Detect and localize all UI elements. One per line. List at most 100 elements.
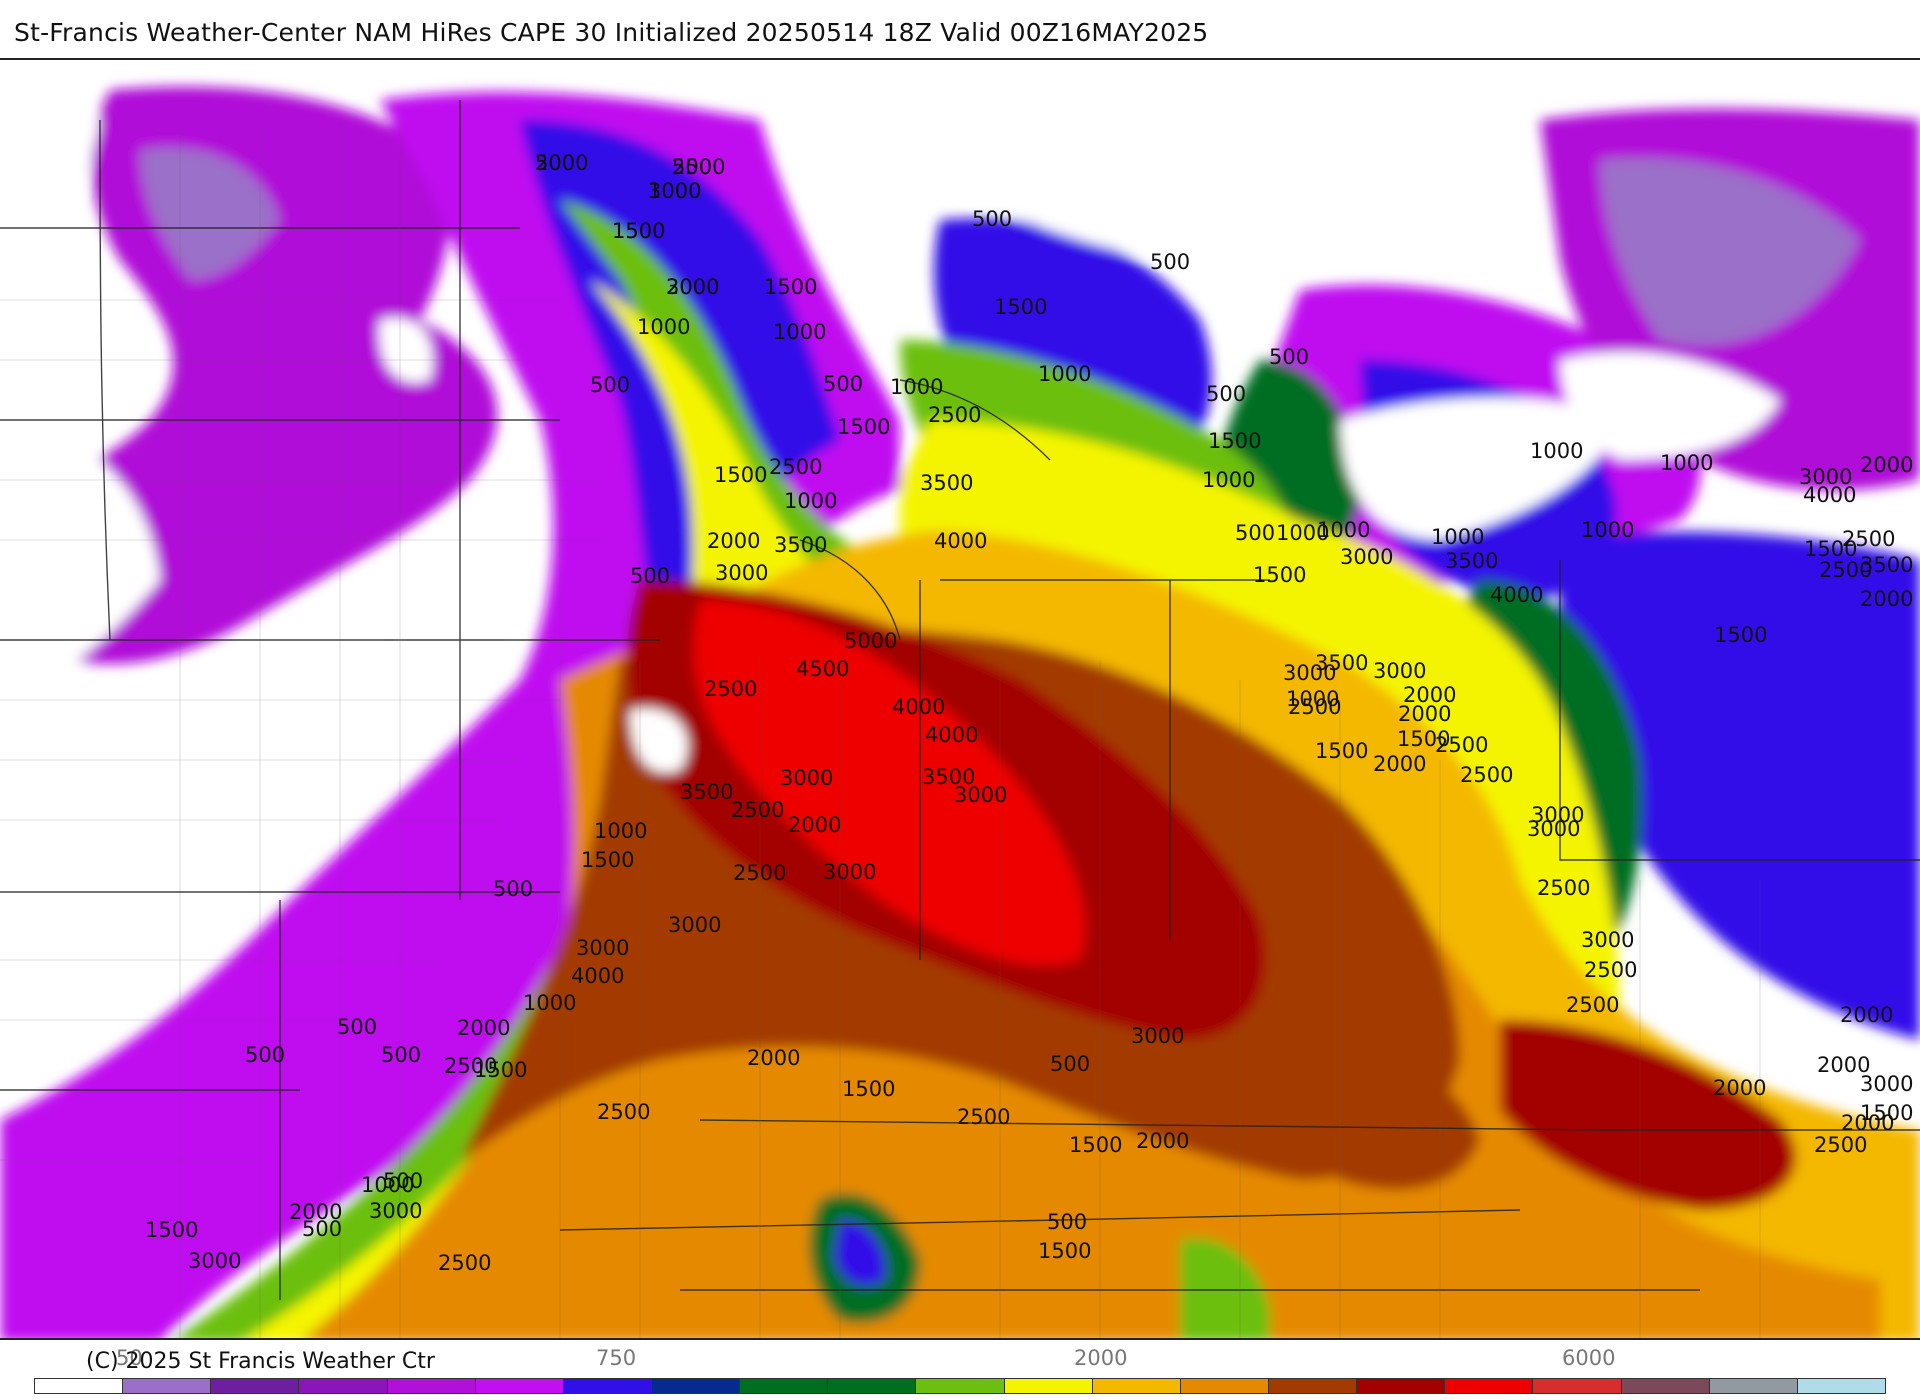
contour-label: 2000 <box>535 151 588 175</box>
contour-label: 2500 <box>672 155 725 179</box>
contour-label: 1000 <box>594 819 647 843</box>
contour-label: 2500 <box>733 861 786 885</box>
contour-label: 3500 <box>1445 549 1498 573</box>
colorbar-segment <box>1445 1379 1534 1393</box>
colorbar-segment <box>1533 1379 1622 1393</box>
contour-label: 3500 <box>1315 651 1368 675</box>
contour-label: 500 <box>1050 1052 1090 1076</box>
contour-label: 1000 <box>1581 518 1634 542</box>
cape-map: 500 500 1000 1500 2000 1500 1000 1000 500 500 1000… <box>0 58 1920 1340</box>
contour-label: 4000 <box>571 964 624 988</box>
contour-label: 3000 <box>668 913 721 937</box>
contour-label: 1000 <box>1431 525 1484 549</box>
county-grid <box>0 120 1761 1338</box>
contour-label: 500 <box>972 207 1012 231</box>
colorbar-tick-label: 50 <box>116 1346 143 1370</box>
contour-label: 3000 <box>780 766 833 790</box>
contour-label: 1500 <box>994 295 1047 319</box>
contour-label: 2500 <box>731 798 784 822</box>
contour-label: 4000 <box>925 723 978 747</box>
contour-label: 3000 <box>1581 928 1634 952</box>
contour-label: 500 <box>245 1043 285 1067</box>
contour-label: 3500 <box>922 765 975 789</box>
contour-label: 3000 <box>1131 1024 1184 1048</box>
contour-label: 1000 <box>1276 521 1329 545</box>
contour-label: 2000 <box>1841 1111 1894 1135</box>
colorbar-segment <box>1268 1379 1358 1393</box>
contour-label: 500 <box>672 155 712 179</box>
contour-label: 4000 <box>1490 583 1543 607</box>
contour-label: 1500 <box>1069 1133 1122 1157</box>
contour-label: 2500 <box>1460 763 1513 787</box>
contour-label: 1500 <box>581 848 634 872</box>
colorbar-segment <box>563 1379 652 1393</box>
contour-label: 500 <box>381 1043 421 1067</box>
colorbar-segment <box>1709 1379 1798 1393</box>
contour-label: 3500 <box>680 780 733 804</box>
contour-label: 2000 <box>1136 1129 1189 1153</box>
contour-label: 2000 <box>1817 1053 1870 1077</box>
contour-label: 2500 <box>928 403 981 427</box>
contour-label: 3000 <box>648 179 701 203</box>
contour-label: 4500 <box>796 657 849 681</box>
contour-label: 2000 <box>1860 453 1913 477</box>
contour-label: 3500 <box>774 533 827 557</box>
colorbar-segment <box>740 1379 829 1393</box>
contour-label: 1000 <box>637 315 690 339</box>
cape-colorbar <box>34 1378 1886 1394</box>
colorbar-segment <box>123 1379 212 1393</box>
contour-label: 1500 <box>612 219 665 243</box>
contour-label: 1500 <box>1315 739 1368 763</box>
contour-label: 1500 <box>764 275 817 299</box>
colorbar-segment <box>651 1379 741 1393</box>
contour-label: 500 <box>1047 1210 1087 1234</box>
contour-label: 1500 <box>1714 623 1767 647</box>
contour-label: 1500 <box>1038 1239 1091 1263</box>
contour-label: 2500 <box>704 677 757 701</box>
map-title: St-Francis Weather-Center NAM HiRes CAPE… <box>14 18 1209 47</box>
contour-label: 3500 <box>920 471 973 495</box>
contour-label: 2500 <box>1566 993 1619 1017</box>
contour-label: 2000 <box>788 813 841 837</box>
contour-label: 500 <box>383 1169 423 1193</box>
contour-label: 3000 <box>1527 817 1580 841</box>
contour-label: 3000 <box>666 275 719 299</box>
contour-label: 3000 <box>715 561 768 585</box>
contour-label: 2000 <box>1373 752 1426 776</box>
contour-label: 1000 <box>1660 451 1713 475</box>
contour-label: 2500 <box>1842 527 1895 551</box>
colorbar-segment <box>1092 1379 1181 1393</box>
contour-label: 500 <box>590 373 630 397</box>
colorbar-segment <box>299 1379 388 1393</box>
state-borders <box>0 100 1920 1300</box>
contour-label: 3000 <box>954 783 1007 807</box>
colorbar-segment <box>916 1379 1005 1393</box>
contour-label: 500 <box>337 1015 377 1039</box>
contour-label: 1500 <box>474 1058 527 1082</box>
colorbar-segment <box>475 1379 564 1393</box>
contour-label: 1500 <box>1860 1101 1913 1125</box>
copyright-notice: (C) 2025 St Francis Weather Ctr <box>86 1349 435 1374</box>
contour-label: 500 <box>302 1217 342 1241</box>
contour-label: 3500 <box>1860 553 1913 577</box>
contour-label: 1000 <box>1317 518 1370 542</box>
contour-label: 2000 <box>289 1200 342 1224</box>
colorbar-tick-label: 6000 <box>1562 1346 1616 1370</box>
contour-label: 3000 <box>1373 659 1426 683</box>
contour-label: 2000 <box>1713 1076 1766 1100</box>
contour-label: 500 <box>535 151 575 175</box>
contour-label: 2000 <box>457 1016 510 1040</box>
contour-label: 3000 <box>1531 803 1584 827</box>
contour-label: 1000 <box>784 489 837 513</box>
contour-label: 5000 <box>844 629 897 653</box>
colorbar-segment <box>35 1379 124 1393</box>
contour-label: 500 <box>493 877 533 901</box>
contour-label: 3000 <box>1860 1072 1913 1096</box>
colorbar-segment <box>1180 1379 1269 1393</box>
contour-label: 500 <box>1150 250 1190 274</box>
contour-label: 2500 <box>1288 695 1341 719</box>
contour-label: 1500 <box>1208 429 1261 453</box>
contour-label: 500 <box>1235 521 1275 545</box>
contour-label: 1000 <box>1038 362 1091 386</box>
